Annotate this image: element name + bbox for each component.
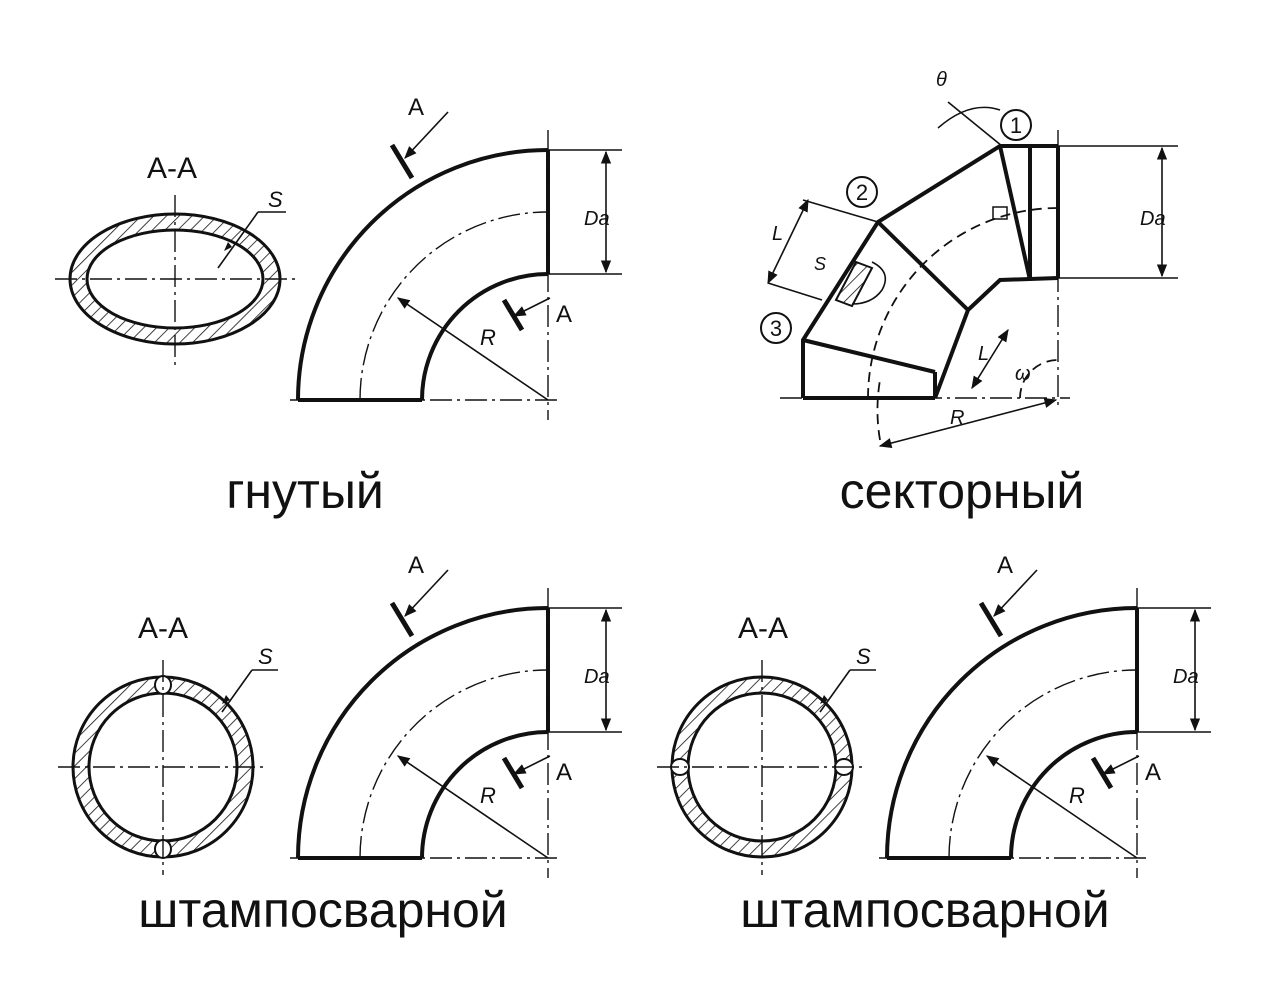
svg-text:1: 1	[1010, 113, 1022, 138]
stamped-elbow-right-outline	[879, 588, 1149, 878]
radius-label-sector: R	[950, 407, 964, 429]
thickness-label-right: S	[856, 644, 871, 669]
sector-number-3: 3	[760, 312, 792, 344]
round-cross-section-left	[58, 660, 268, 875]
thickness-label-sector: S	[814, 254, 826, 274]
stamped-elbow-left-outline	[290, 588, 560, 878]
omega-label: ω	[1015, 363, 1031, 385]
cut-label-bottom: A	[556, 301, 572, 328]
thickness-leader: S	[217, 187, 286, 269]
cut-label-bottom-right: A	[1145, 759, 1161, 786]
cut-label-top-right: A	[997, 552, 1013, 579]
cut-marker-top: A	[389, 94, 449, 180]
stamped-elbow-right-panel: A-A S R	[657, 552, 1211, 938]
stamped-elbow-left-panel: A-A S R	[58, 552, 622, 938]
bent-diameter-dim: Da	[548, 149, 622, 275]
diameter-label-right: Da	[1173, 666, 1199, 688]
thickness-label-left: S	[258, 644, 273, 669]
section-label-right: A-A	[738, 612, 788, 645]
cut-marker-bottom-right: A	[1090, 755, 1161, 790]
sector-elbow-outline	[780, 130, 1070, 441]
thickness-leader-right: S	[819, 644, 876, 713]
caption-sector: секторный	[840, 463, 1085, 519]
radius-label: R	[480, 325, 496, 350]
caption-stamped-left: штампосварной	[138, 882, 507, 938]
length-label-bottom: L	[978, 343, 989, 365]
cut-label-top: A	[408, 94, 424, 121]
diameter-label-sector: Da	[1140, 208, 1166, 230]
sector-diameter-dim: Da	[1058, 145, 1178, 279]
sector-theta-dim: θ	[936, 69, 1003, 147]
sector-length-dim-top: L S	[767, 198, 879, 301]
caption-stamped-right: штампосварной	[740, 882, 1109, 938]
cut-label-top-left: A	[408, 552, 424, 579]
stamped-right-radius-dim: R	[985, 755, 1138, 859]
radius-label-left: R	[480, 783, 496, 808]
section-label-left: A-A	[138, 612, 188, 645]
svg-text:3: 3	[770, 316, 782, 341]
bent-radius-dim: R	[396, 297, 549, 401]
theta-label: θ	[936, 69, 947, 91]
oval-cross-section	[55, 195, 295, 365]
sector-radius-dim: R	[878, 397, 1058, 449]
sector-elbow-panel: Da R L S L θ ω 1	[760, 69, 1178, 519]
radius-label-right: R	[1069, 783, 1085, 808]
stamped-right-diameter-dim: Da	[1137, 607, 1211, 733]
sector-number-2: 2	[846, 176, 878, 208]
caption-bent: гнутый	[226, 463, 384, 519]
sector-omega-dim: ω	[1015, 359, 1059, 399]
sector-length-dim-bottom: L	[971, 328, 1009, 390]
cut-marker-top-right: A	[978, 552, 1038, 638]
cut-marker-bottom: A	[501, 297, 572, 332]
stamped-left-radius-dim: R	[396, 755, 549, 859]
round-cross-section-right	[657, 660, 867, 875]
diameter-label: Da	[584, 208, 610, 230]
diameter-label-left: Da	[584, 666, 610, 688]
sector-number-1: 1	[1000, 109, 1032, 141]
thickness-leader-left: S	[221, 644, 278, 713]
bent-elbow-outline	[290, 130, 560, 420]
section-label: A-A	[147, 152, 197, 185]
cut-label-bottom-left: A	[556, 759, 572, 786]
svg-text:2: 2	[856, 180, 868, 205]
thickness-label: S	[268, 187, 283, 212]
stamped-left-diameter-dim: Da	[548, 607, 622, 733]
cut-marker-top-left: A	[389, 552, 449, 638]
bent-elbow-panel: A-A S R Da	[55, 94, 622, 519]
cut-marker-bottom-left: A	[501, 755, 572, 790]
length-label-top: L	[772, 223, 783, 245]
